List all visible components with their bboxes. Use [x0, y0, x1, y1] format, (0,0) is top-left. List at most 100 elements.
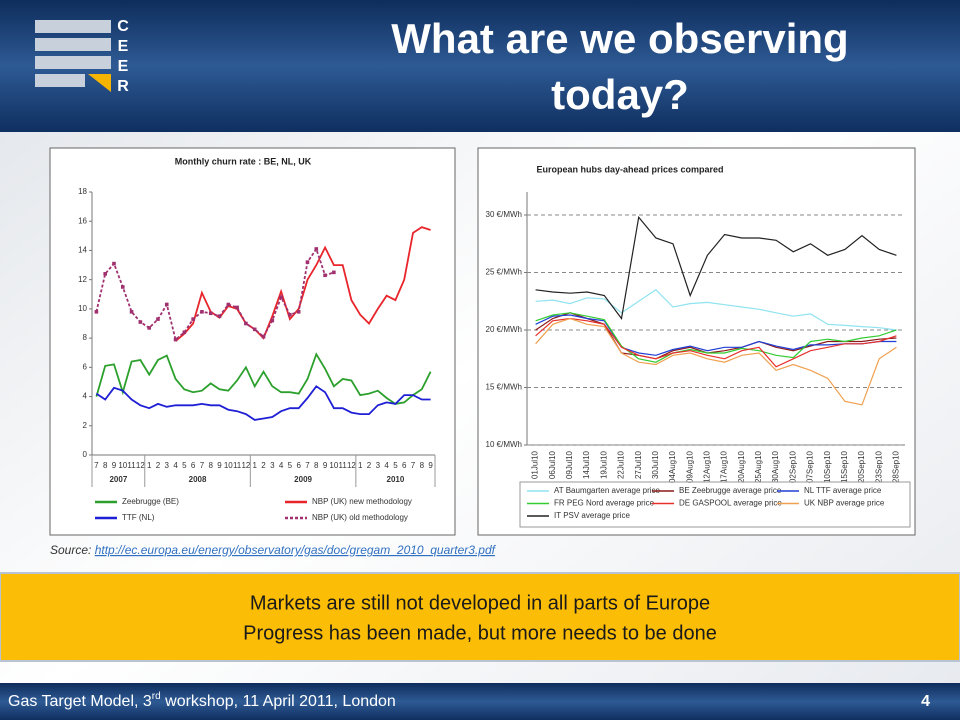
- x-tick-label: 10Sep10: [823, 450, 832, 483]
- y-tick-label: 10 €/MWh: [486, 440, 522, 449]
- footer-sup: rd: [152, 691, 161, 702]
- y-tick-label: 16: [78, 216, 87, 225]
- point-marker: [182, 330, 187, 335]
- logo-bar: [35, 38, 111, 51]
- x-tick-label: 14Jul10: [582, 450, 591, 479]
- x-tick-label: 8: [209, 461, 214, 470]
- logo-letter: C: [117, 18, 129, 35]
- x-tick-label: 04Aug10: [668, 450, 677, 483]
- x-tick-label: 4: [384, 461, 389, 470]
- x-tick-label: 09Aug10: [685, 450, 694, 483]
- legend-label: IT PSV average price: [554, 511, 630, 520]
- x-tick-label: 1: [252, 461, 257, 470]
- footer-part: Gas Target Model, 3: [8, 693, 152, 710]
- y-tick-label: 12: [78, 275, 87, 284]
- legend-box: [519, 481, 911, 528]
- series-line: [535, 289, 897, 331]
- point-marker: [217, 314, 222, 318]
- point-marker: [323, 273, 327, 278]
- y-tick-label: 4: [83, 392, 88, 401]
- x-tick-label: 3: [376, 461, 381, 470]
- legend-label: NBP (UK) old methodology: [312, 513, 408, 522]
- x-tick-label: 7: [411, 461, 416, 470]
- legend-label: DE GASPOOL average price: [679, 499, 782, 508]
- x-tick-label: 01Jul10: [531, 450, 540, 479]
- x-tick-label: 06Jul10: [548, 450, 557, 479]
- x-tick-label: 2: [367, 461, 372, 470]
- x-tick-label: 2: [156, 461, 161, 470]
- logo-letter: E: [118, 38, 129, 55]
- y-tick-label: 2: [83, 421, 88, 430]
- source: Source: http://ec.europa.eu/energy/obser…: [50, 543, 497, 557]
- logo-bar: [35, 20, 111, 33]
- x-tick-label: 6: [402, 461, 407, 470]
- y-tick-label: 20 €/MWh: [486, 325, 522, 334]
- y-tick-label: 6: [83, 362, 88, 371]
- series-line: [95, 385, 431, 421]
- y-tick-label: 14: [78, 246, 87, 255]
- x-tick-label: 4: [279, 461, 284, 470]
- x-tick-label: 09Jul10: [565, 450, 574, 479]
- legend-label: NL TTF average price: [804, 486, 882, 495]
- x-tick-label: 07Sep10: [806, 450, 815, 483]
- x-tick-label: 12: [136, 461, 145, 470]
- x-tick-label: 6: [191, 461, 196, 470]
- series-line: [535, 312, 897, 363]
- point-marker: [138, 320, 143, 324]
- x-tick-label: 8: [420, 461, 425, 470]
- point-marker: [156, 317, 160, 321]
- x-tick-label: 28Sep10: [892, 450, 901, 483]
- x-tick-label: 25Aug10: [754, 450, 763, 483]
- point-marker: [252, 327, 257, 332]
- point-marker: [103, 272, 107, 276]
- logo-letter: R: [117, 78, 129, 95]
- x-tick-label: 22Jul10: [617, 450, 626, 479]
- x-tick-label: 7: [200, 461, 205, 470]
- x-tick-label: 17Aug10: [720, 450, 729, 483]
- x-tick-label: 11: [127, 461, 136, 470]
- callout-line: Markets are still not developed in all p…: [250, 592, 710, 614]
- x-tick-label: 3: [270, 461, 275, 470]
- point-marker: [332, 270, 336, 275]
- x-tick-label: 30Aug10: [771, 450, 780, 483]
- point-marker: [244, 321, 248, 326]
- logo: [35, 20, 111, 92]
- point-marker: [288, 312, 292, 317]
- x-tick-label: 4: [173, 461, 178, 470]
- x-tick-label: 10: [329, 461, 338, 470]
- point-marker: [279, 295, 283, 299]
- logo-bar: [35, 56, 111, 69]
- x-tick-label: 02Sep10: [788, 450, 797, 483]
- x-tick-label: 2: [261, 461, 266, 470]
- legend-label: TTF (NL): [122, 513, 155, 522]
- year-label: 2010: [387, 475, 405, 484]
- source-link[interactable]: http://ec.europa.eu/energy/observatory/g…: [95, 543, 497, 557]
- year-label: 2009: [294, 475, 312, 484]
- x-tick-label: 5: [393, 461, 398, 470]
- x-tick-label: 9: [217, 461, 222, 470]
- x-tick-label: 30Jul10: [651, 450, 660, 479]
- point-marker: [235, 305, 239, 310]
- x-tick-label: 3: [165, 461, 170, 470]
- page-number: 4: [921, 693, 930, 710]
- y-tick-label: 30 €/MWh: [486, 210, 522, 219]
- x-tick-label: 12Aug10: [703, 450, 712, 483]
- series-line: [535, 317, 897, 368]
- logo-triangle: [88, 74, 111, 92]
- chart-frame: [49, 147, 456, 536]
- y-tick-label: 10: [78, 304, 87, 313]
- point-marker: [129, 310, 134, 314]
- legend-label: FR PEG Nord average price: [554, 499, 655, 508]
- point-marker: [120, 285, 125, 289]
- legend-label: BE Zeebrugge average price: [679, 486, 782, 495]
- chart-title: European hubs day-ahead prices compared: [536, 164, 723, 174]
- point-marker: [112, 261, 116, 266]
- x-tick-label: 12: [347, 461, 356, 470]
- series-line: [535, 312, 897, 360]
- series-line: [535, 314, 897, 356]
- point-marker: [94, 310, 99, 314]
- x-tick-label: 20Aug10: [737, 450, 746, 483]
- header-band: [0, 0, 960, 132]
